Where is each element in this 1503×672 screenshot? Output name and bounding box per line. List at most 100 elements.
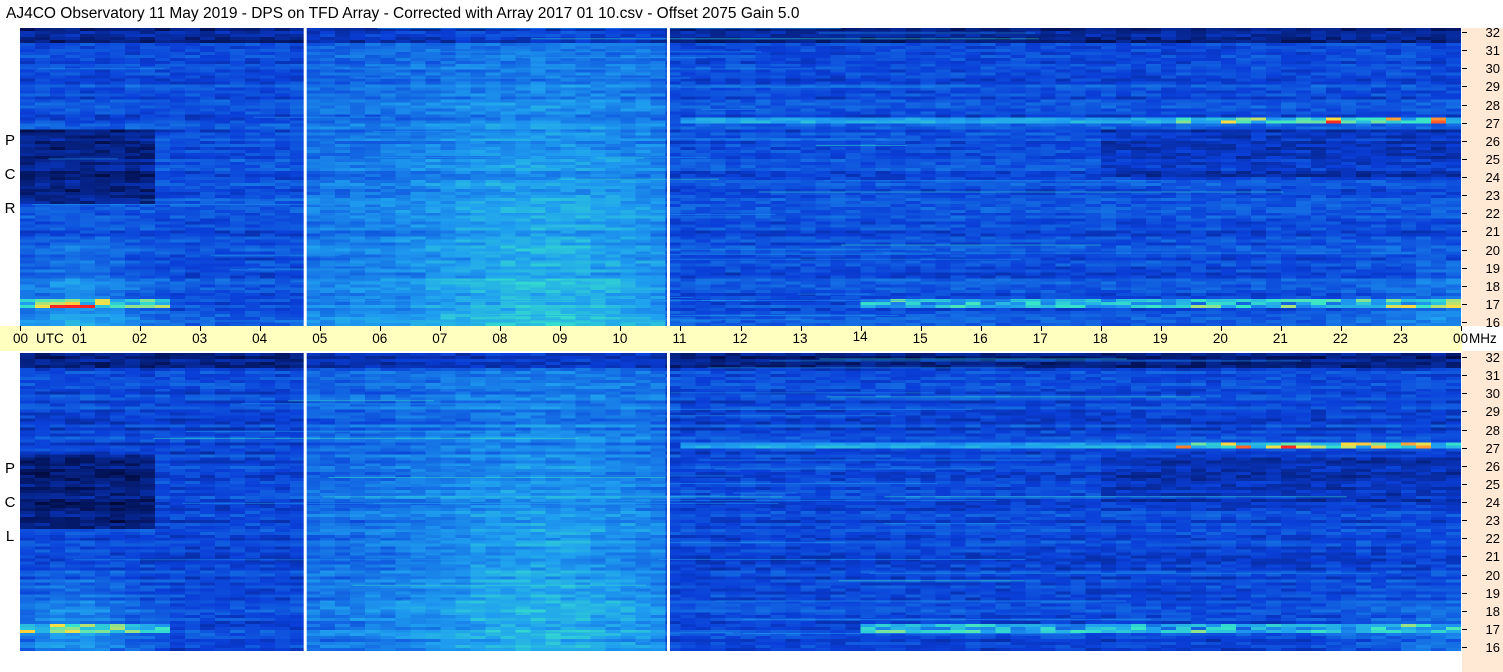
spectrogram-cell [365, 69, 381, 74]
spectrogram-cell [1340, 179, 1357, 184]
spectrogram-cell [1385, 117, 1402, 121]
spectrogram-cell [440, 123, 456, 127]
spectrogram-cell [1370, 81, 1387, 86]
spectrogram-cell [500, 60, 516, 65]
spectrogram-cell [350, 90, 366, 95]
spectrogram-cell [1250, 75, 1267, 80]
spectrogram-cell [335, 48, 351, 53]
spectrogram-cell [620, 96, 637, 101]
spectrogram-cell [1055, 165, 1072, 169]
spectrogram-cell [35, 165, 51, 169]
spectrogram-cell [725, 114, 742, 118]
spectrogram-cell [950, 69, 967, 74]
spectrogram-cell [635, 72, 652, 77]
spectrogram-cell [680, 87, 697, 92]
spectrogram-cell [920, 117, 937, 121]
spectrogram-cell [455, 42, 471, 47]
spectrogram-cell [35, 159, 51, 163]
spectrogram-cell [155, 78, 171, 83]
spectrogram-cell [605, 179, 622, 184]
spectrogram-cell [125, 168, 141, 172]
spectrogram-cell [995, 135, 1012, 139]
spectrogram-cell [350, 135, 366, 139]
spectrogram-cell [1025, 90, 1042, 95]
spectrogram-cell [755, 144, 772, 148]
spectrogram-cell [785, 84, 802, 89]
spectrogram-cell [320, 120, 336, 124]
spectrogram-cell [755, 179, 772, 184]
spectrogram-cell [770, 30, 787, 35]
spectrogram-cell [1085, 48, 1102, 53]
spectrogram-cell [950, 174, 967, 178]
spectrogram-cell [200, 108, 216, 113]
spectrogram-cell [320, 87, 336, 92]
spectrogram-cell [335, 81, 351, 86]
spectrogram-cell [1190, 132, 1207, 136]
spectrogram-cell [470, 120, 486, 124]
spectrogram-cell [1010, 129, 1027, 133]
spectrogram-cell [575, 168, 591, 172]
spectrogram-cell [290, 60, 306, 65]
spectrogram-cell [425, 90, 441, 95]
spectrogram-cell [680, 93, 697, 98]
spectrogram-cell [800, 48, 817, 53]
spectrogram-cell [50, 156, 66, 160]
spectrogram-cell [755, 123, 772, 127]
spectrogram-cell [950, 129, 967, 133]
spectrogram-cell [140, 117, 156, 121]
spectrogram-cell [455, 102, 471, 107]
spectrogram-cell [185, 81, 201, 86]
spectrogram-cell [965, 105, 982, 110]
spectrogram-cell [860, 132, 877, 136]
spectrogram-cell [80, 51, 96, 56]
spectrogram-cell [950, 117, 967, 121]
spectrogram-cell [515, 39, 531, 44]
spectrogram-cell [50, 39, 66, 44]
spectrogram-cell [905, 129, 922, 133]
spectrogram-cell [695, 96, 712, 101]
spectrogram-cell [1265, 69, 1282, 74]
spectrogram-cell [485, 28, 501, 32]
spectrogram-cell [1130, 81, 1147, 86]
spectrogram-cell [1295, 63, 1312, 68]
spectrogram-cell [1295, 162, 1312, 166]
spectrogram-cell [245, 30, 261, 35]
spectrogram-cell [1280, 138, 1297, 142]
spectrogram-cell [380, 120, 396, 124]
spectrogram-cell [425, 105, 441, 110]
spectrogram-cell [110, 87, 126, 92]
spectrogram-cell [1145, 144, 1162, 148]
spectrogram-cell [890, 81, 907, 86]
spectrogram-cell [980, 141, 997, 145]
spectrogram-cell [650, 150, 667, 154]
spectrogram-cell [1220, 84, 1237, 89]
spectrogram-cell [395, 156, 411, 160]
spectrogram-cell [1370, 96, 1387, 101]
spectrogram-cell [230, 36, 246, 41]
spectrogram-cell [800, 168, 817, 172]
spectrogram-cell [455, 179, 471, 184]
spectrogram-cell [365, 72, 381, 77]
spectrogram-cell [1265, 66, 1282, 71]
spectrogram-cell [485, 30, 501, 35]
spectrogram-cell [350, 159, 366, 163]
spectrogram-cell [755, 87, 772, 92]
spectrogram-cell [380, 33, 396, 38]
spectrogram-cell [1295, 78, 1312, 83]
spectrogram-cell [620, 93, 637, 98]
spectrogram-cell [125, 135, 141, 139]
spectrogram-cell [275, 132, 291, 136]
spectrogram-cell [1430, 174, 1447, 178]
spectrogram-cell [1445, 117, 1461, 121]
spectrogram-cell [170, 138, 186, 142]
spectrogram-cell [1265, 63, 1282, 68]
spectrogram-cell [140, 57, 156, 62]
spectrogram-cell [845, 126, 862, 130]
spectrogram-cell [410, 99, 426, 104]
spectrogram-cell [200, 84, 216, 89]
spectrogram-cell [440, 135, 456, 139]
spectrogram-cell [725, 54, 742, 59]
spectrogram-cell [635, 135, 652, 139]
spectrogram-cell [1250, 36, 1267, 41]
spectrogram-cell [710, 54, 727, 59]
